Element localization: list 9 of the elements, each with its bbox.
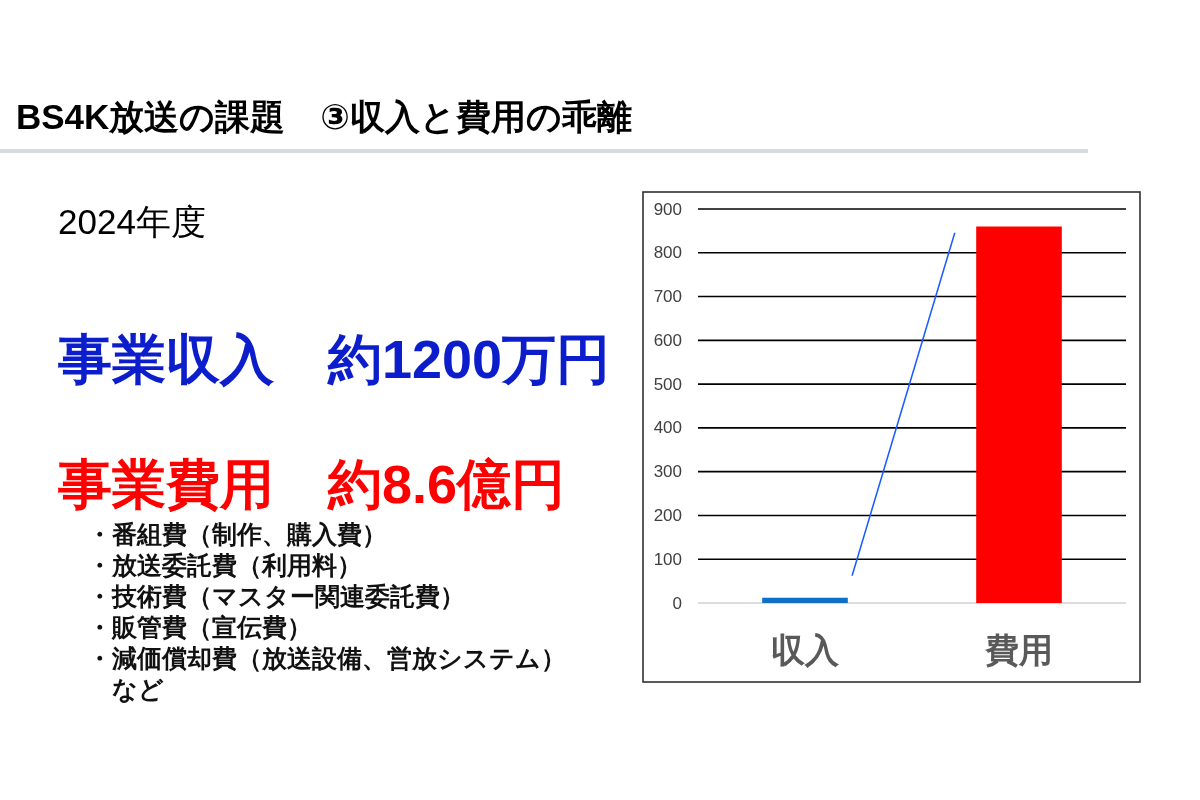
annotation: ・販管費（宣伝費） <box>87 613 312 641</box>
annotation: ・放送委託費（利用料） <box>87 551 362 579</box>
annotation: 事業費用 約8.6億円 <box>58 454 566 514</box>
annotation: 事業収入 約1200万円 <box>58 329 611 389</box>
title: BS4K放送の課題 ③収入と費用の乖離 <box>16 96 632 136</box>
annotation: ・番組費（制作、購入費） <box>87 520 387 548</box>
annotation: ・減価償却費（放送設備、営放システム）など <box>87 644 566 703</box>
annotation: ・技術費（マスター関連委託費） <box>87 582 465 610</box>
subtitle: 2024年度 <box>58 201 206 241</box>
